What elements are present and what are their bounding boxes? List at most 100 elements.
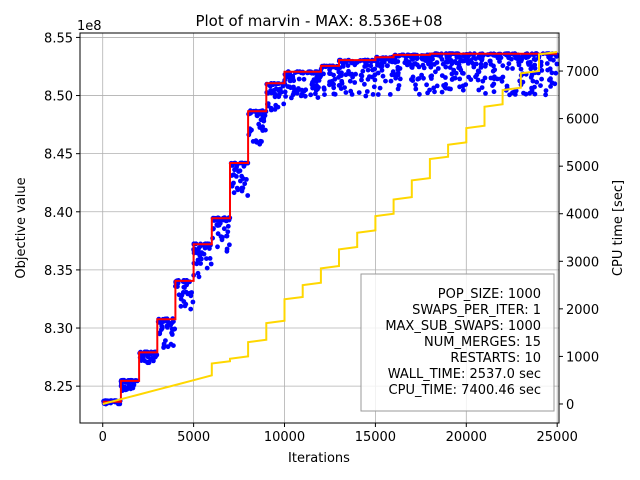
- population-point: [449, 61, 455, 67]
- population-point: [321, 71, 326, 77]
- population-point: [460, 70, 465, 76]
- population-point: [215, 231, 221, 237]
- population-point: [375, 70, 381, 76]
- population-point: [538, 83, 543, 88]
- population-point: [432, 89, 437, 95]
- population-point: [417, 91, 422, 97]
- population-point: [313, 91, 318, 97]
- population-point: [445, 59, 450, 65]
- population-point: [235, 187, 241, 193]
- population-point: [171, 319, 176, 324]
- population-point: [362, 63, 368, 69]
- y2-tick-label: 5000: [566, 160, 599, 175]
- y2-tick-label: 2000: [566, 303, 599, 318]
- population-point: [271, 88, 277, 93]
- population-point: [452, 75, 458, 81]
- population-point: [317, 74, 323, 80]
- population-point: [453, 70, 459, 76]
- y2-tick-label: 4000: [566, 208, 599, 223]
- population-point: [447, 65, 453, 70]
- population-point: [413, 86, 419, 92]
- population-point: [549, 70, 555, 76]
- population-point: [506, 61, 512, 67]
- population-point: [277, 86, 283, 92]
- population-point: [340, 64, 346, 69]
- y-tick-label: 8.40: [44, 206, 73, 221]
- population-point: [413, 82, 418, 88]
- population-point: [201, 251, 207, 257]
- population-point: [242, 181, 248, 187]
- population-point: [353, 71, 358, 77]
- population-point: [428, 58, 434, 63]
- x-tick-label: 20000: [446, 430, 487, 445]
- population-point: [350, 74, 355, 80]
- population-point: [216, 222, 222, 228]
- y-tick-label: 8.30: [44, 322, 73, 337]
- population-point: [367, 74, 372, 79]
- population-point: [207, 256, 213, 261]
- population-point: [539, 76, 544, 82]
- population-point: [352, 80, 358, 85]
- stat-max-sub-swaps: MAX_SUB_SWAPS: 1000: [385, 319, 541, 334]
- population-point: [282, 89, 288, 95]
- population-point: [543, 88, 549, 93]
- population-point: [480, 78, 486, 84]
- population-point: [505, 65, 510, 71]
- population-point: [308, 92, 314, 98]
- population-point: [331, 81, 336, 87]
- population-point: [468, 77, 474, 82]
- population-point: [511, 89, 517, 95]
- y-axis-label: Objective value: [14, 177, 29, 278]
- population-point: [443, 64, 449, 70]
- population-point: [434, 83, 440, 89]
- population-point: [431, 85, 437, 91]
- population-point: [339, 78, 345, 84]
- y2-tick-label: 0: [566, 398, 574, 413]
- population-point: [425, 90, 430, 96]
- population-point: [475, 77, 481, 83]
- population-point: [321, 87, 327, 92]
- population-point: [343, 72, 349, 78]
- population-point: [379, 67, 385, 73]
- population-point: [529, 89, 535, 95]
- population-point: [551, 57, 556, 63]
- plot-frame: [79, 32, 560, 424]
- population-point: [552, 81, 558, 87]
- x-tick-label: 5000: [177, 430, 210, 445]
- population-point: [518, 66, 524, 72]
- population-point: [470, 61, 476, 66]
- population-point: [276, 94, 282, 100]
- population-point: [287, 72, 292, 78]
- y-tick-label: 8.35: [44, 264, 73, 279]
- population-point: [169, 332, 175, 337]
- population-point: [446, 86, 452, 92]
- x-axis-ticks: 0 5000 10000 15000 20000 25000: [99, 423, 578, 445]
- x-tick-label: 10000: [264, 430, 305, 445]
- population-point: [483, 61, 489, 67]
- population-point: [184, 282, 190, 288]
- population-point: [168, 341, 174, 347]
- population-point: [523, 91, 529, 97]
- population-point: [388, 78, 394, 84]
- population-point: [435, 66, 441, 71]
- population-point: [291, 78, 297, 84]
- population-point: [392, 59, 398, 65]
- population-point: [414, 62, 420, 68]
- population-point: [169, 326, 175, 332]
- population-point: [159, 323, 165, 329]
- population-point: [548, 76, 553, 82]
- population-point: [208, 261, 214, 267]
- population-point: [487, 58, 493, 64]
- population-point: [439, 89, 445, 95]
- population-point: [347, 78, 353, 84]
- population-point: [546, 54, 551, 60]
- population-point: [539, 68, 545, 73]
- population-point: [377, 85, 383, 91]
- population-point: [331, 85, 337, 91]
- population-point: [525, 60, 531, 66]
- population-point: [510, 66, 515, 71]
- population-point: [547, 66, 553, 72]
- population-point: [370, 92, 376, 97]
- population-point: [371, 84, 377, 90]
- population-point: [532, 62, 538, 68]
